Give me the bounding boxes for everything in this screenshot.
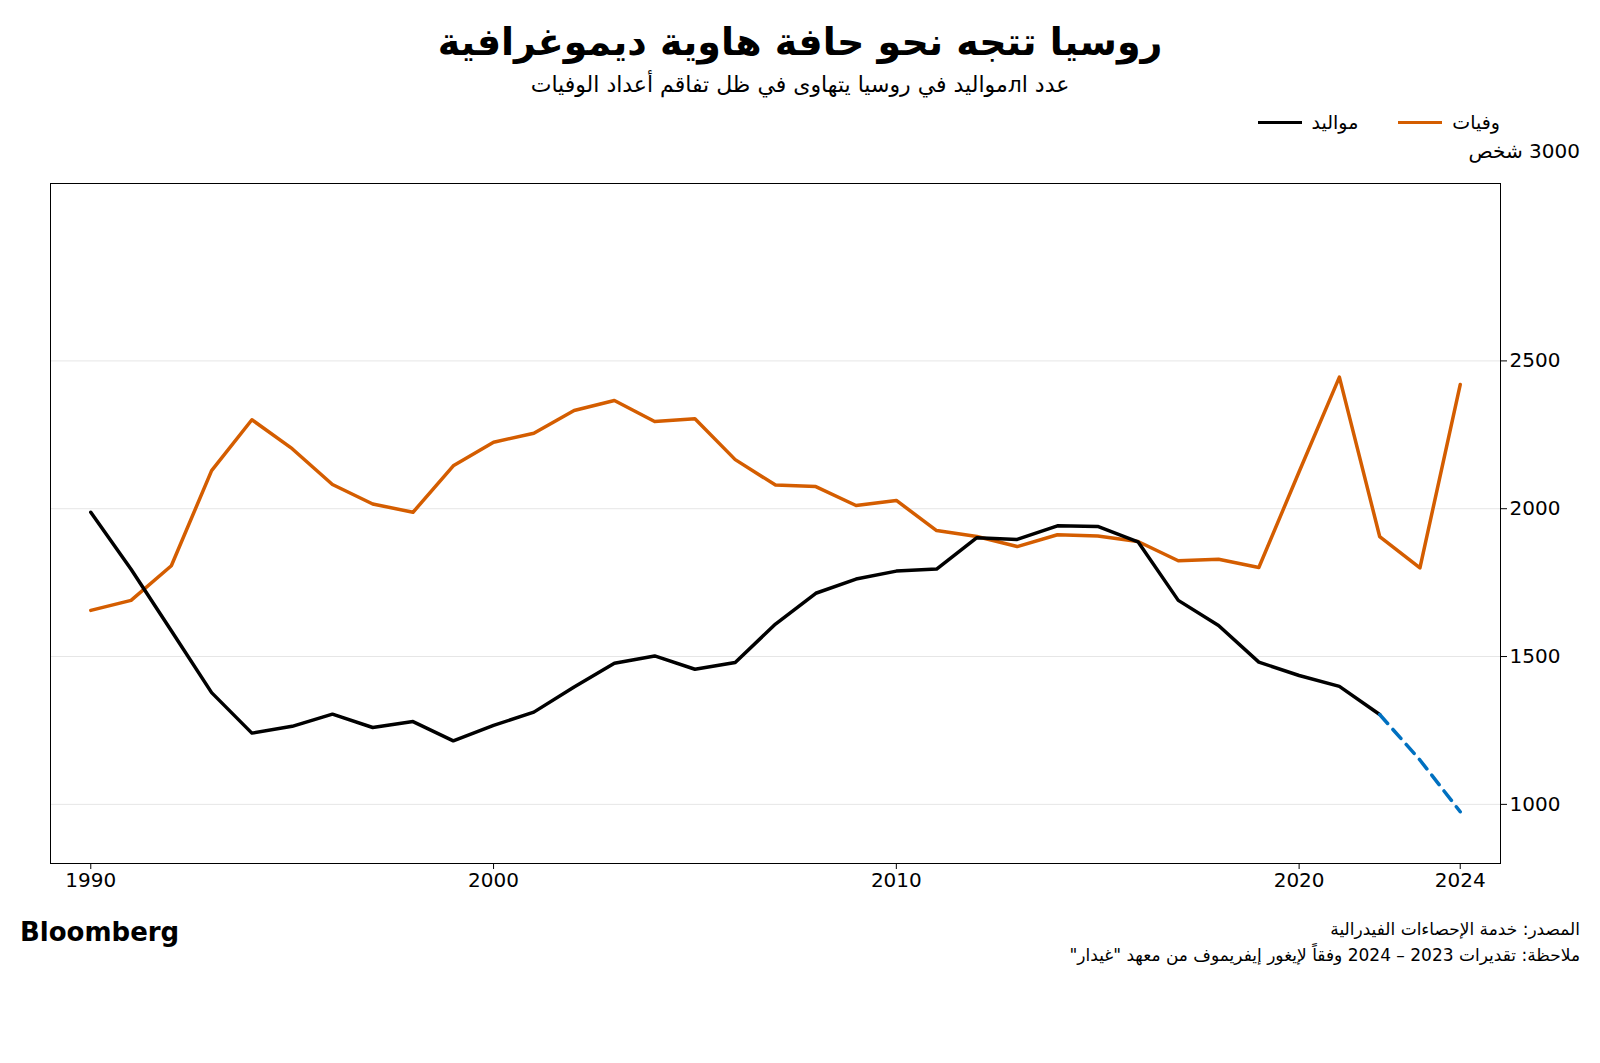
- html-text:روسيا تتجه نحو حافة هاوية ديمو: روسيا تتجه نحو حافة هاوية ديموغرافية: [437, 20, 1163, 64]
- svg-text:1000: 1000: [1510, 792, 1561, 816]
- html-text:ملاحظة: تقديرات 2023 – 2024 وف: ملاحظة: تقديرات 2023 – 2024 وفقاً لإيغور…: [1069, 944, 1580, 965]
- svg-text:1990: 1990: [65, 868, 116, 892]
- svg-text:2000: 2000: [468, 868, 519, 892]
- html-text:وفيات: وفيات: [1452, 111, 1500, 133]
- html-text:عدد اлمواليد في روسيا يتهاوى ف: عدد اлمواليد في روسيا يتهاوى في ظل تفاقم…: [530, 72, 1070, 97]
- svg-text:1500: 1500: [1510, 644, 1561, 668]
- html-text:المصدر: خدمة الإحصاءات الفيدرا: المصدر: خدمة الإحصاءات الفيدرالية: [1330, 919, 1580, 939]
- svg-text:2020: 2020: [1274, 868, 1325, 892]
- svg-text:2024: 2024: [1435, 868, 1486, 892]
- svg-text:2010: 2010: [871, 868, 922, 892]
- html-text:مواليد: مواليد: [1311, 111, 1359, 133]
- html-text:3000 شخص: 3000 شخص: [1468, 139, 1580, 163]
- svg-text:2000: 2000: [1510, 496, 1561, 520]
- svg-text:2500: 2500: [1510, 348, 1561, 372]
- html-text:Bloomberg: Bloomberg: [20, 917, 180, 947]
